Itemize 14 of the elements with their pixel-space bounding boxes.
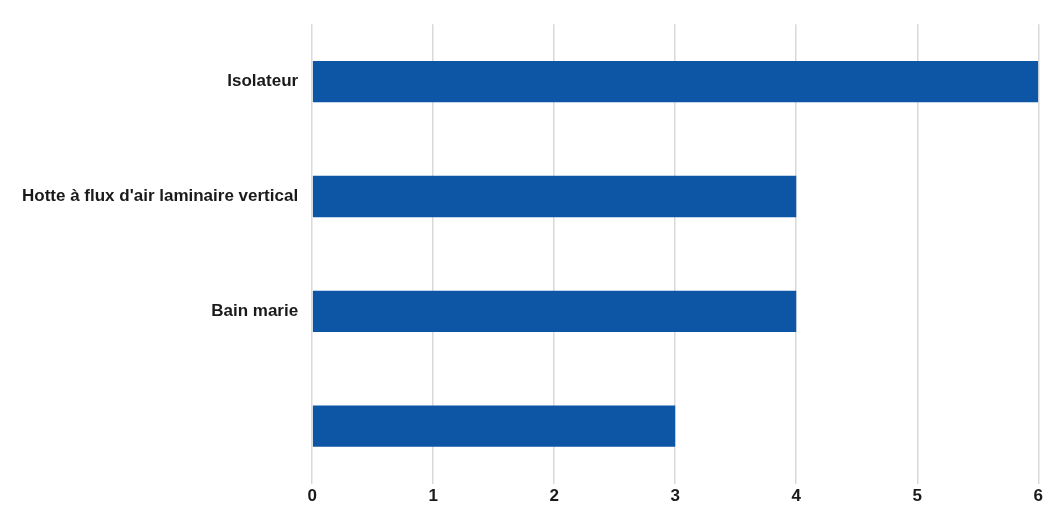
x-tick-label: 6 xyxy=(1033,486,1044,506)
y-tick-label: Bain marie xyxy=(211,301,299,321)
y-tick-label: Hotte à flux d'air laminaire vertical xyxy=(21,186,299,206)
y-tick-label: Isolateur xyxy=(227,71,299,91)
x-tick-label: 1 xyxy=(428,486,438,506)
x-tick-label: 5 xyxy=(912,486,922,506)
bar xyxy=(312,175,797,218)
bar xyxy=(312,290,797,332)
x-tick-label: 4 xyxy=(791,486,802,506)
x-tick-label: 3 xyxy=(670,486,680,506)
x-tick-label: 0 xyxy=(307,486,317,506)
x-tick-label: 2 xyxy=(549,486,559,506)
bar xyxy=(312,405,676,447)
bar xyxy=(312,60,1039,103)
